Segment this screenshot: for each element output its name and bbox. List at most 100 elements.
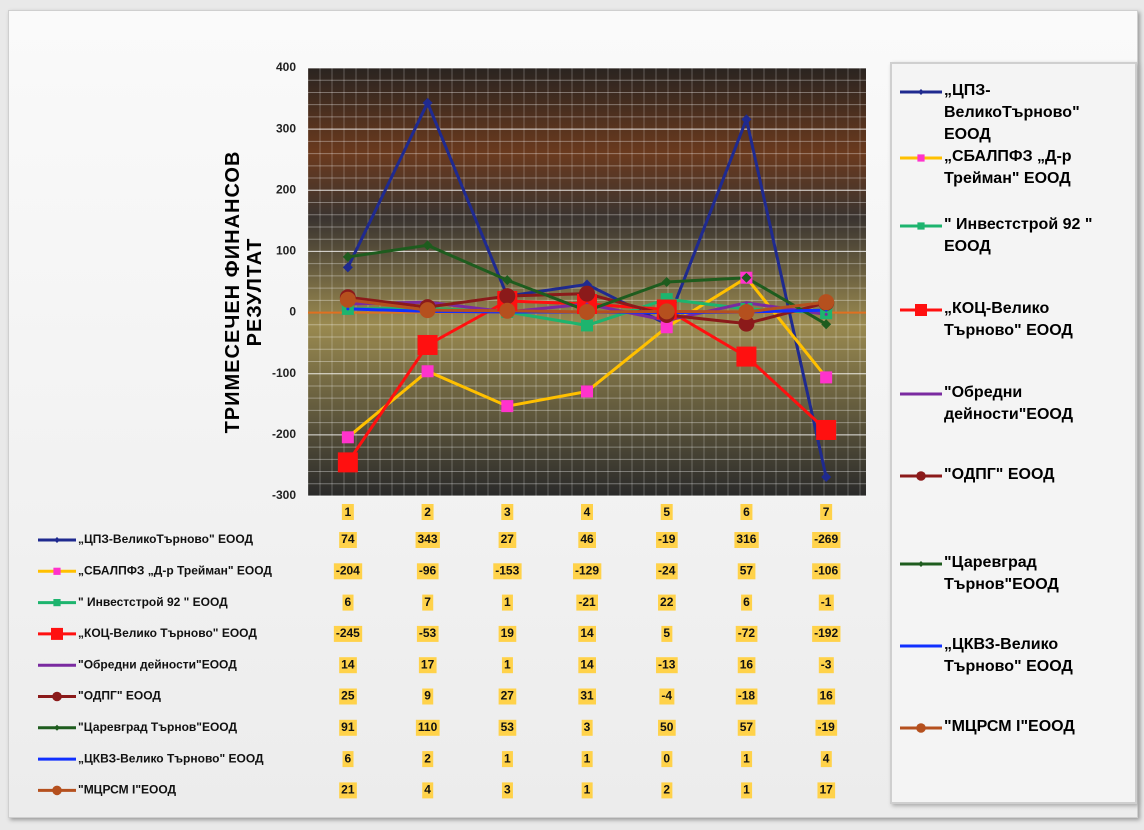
cell-highlight	[660, 504, 673, 520]
y-tick-label: 400	[276, 60, 296, 74]
table-value: 316	[736, 532, 756, 546]
table-value: 74	[341, 532, 355, 546]
marker	[499, 288, 516, 305]
marker	[738, 315, 755, 332]
cell-highlight	[812, 625, 841, 642]
table-value: -53	[419, 626, 437, 640]
table-value: 110	[418, 720, 438, 734]
table-value: 7	[424, 595, 431, 609]
cell-highlight	[498, 625, 517, 642]
table-row: "МЦРСМ I"ЕООД 21 4 3 1 2 1 17	[38, 782, 836, 799]
marker	[417, 334, 438, 355]
table-value: -19	[817, 720, 835, 734]
row-label: „КОЦ-Велико Търново" ЕООД	[78, 626, 257, 640]
table-value: -3	[821, 657, 832, 671]
marker	[337, 452, 358, 473]
cell-highlight	[581, 782, 593, 799]
cell-highlight	[820, 751, 832, 768]
marker	[738, 303, 755, 320]
marker	[820, 371, 833, 384]
table-value: -4	[661, 689, 672, 703]
table-value: -1	[821, 595, 832, 609]
cell-highlight	[656, 563, 678, 580]
table-value: 17	[819, 783, 833, 797]
cell-highlight	[735, 688, 758, 705]
cell-highlight	[501, 657, 513, 674]
table-value: -269	[814, 532, 838, 546]
category-label: 3	[504, 505, 511, 519]
row-label: "ОДПГ" ЕООД	[78, 689, 161, 703]
marker	[342, 251, 353, 262]
cell-highlight	[339, 782, 357, 799]
table-value: 27	[501, 532, 515, 546]
table-value: 343	[418, 532, 438, 546]
table-value: 57	[740, 720, 754, 734]
table-value: 9	[424, 689, 431, 703]
legend-key	[900, 561, 942, 567]
table-value: 21	[341, 783, 355, 797]
table-value: 14	[580, 626, 594, 640]
marker	[917, 154, 925, 162]
table-value: 1	[504, 657, 511, 671]
legend-key	[900, 644, 942, 648]
table-value: -129	[575, 563, 599, 577]
table-value: -21	[578, 595, 596, 609]
table-value: 31	[580, 689, 594, 703]
cell-highlight	[422, 751, 434, 768]
y-tick-label: -200	[272, 427, 296, 441]
table-value: 53	[501, 720, 515, 734]
marker	[52, 691, 62, 702]
marker	[915, 304, 927, 316]
cell-highlight	[656, 532, 678, 548]
legend-key	[900, 471, 942, 481]
marker	[916, 471, 926, 481]
legend-key	[900, 723, 942, 733]
row-label: "Обредни дейности"ЕООД	[78, 657, 237, 671]
table-value: -13	[658, 657, 676, 671]
cell-highlight	[342, 594, 354, 611]
category-label: 2	[424, 505, 431, 519]
cell-highlight	[339, 657, 357, 674]
marker	[502, 275, 513, 286]
marker	[52, 785, 62, 796]
table-row: "Царевград Търнов"ЕООД 91 110 53 3 50 57 -19	[38, 719, 838, 736]
marker	[54, 724, 60, 731]
cell-highlight	[658, 594, 676, 611]
table-value: 4	[424, 783, 431, 797]
table-value: 50	[660, 720, 674, 734]
legend-item: „СБАЛПФЗ „Д-р Трейман" ЕООД	[898, 146, 1128, 190]
cell-highlight	[341, 504, 354, 520]
cell-highlight	[415, 532, 440, 548]
table-value: 16	[740, 657, 754, 671]
marker	[821, 472, 832, 483]
table-value: 1	[584, 751, 591, 765]
cell-highlight	[659, 688, 675, 705]
cell-highlight	[817, 688, 836, 705]
legend-key	[900, 392, 942, 396]
cell-highlight	[339, 688, 357, 705]
marker	[661, 277, 672, 287]
marker	[53, 567, 61, 575]
legend-label: „ЦКВЗ-Велико Търново" ЕООД	[944, 636, 1073, 675]
table-value: 46	[580, 532, 594, 546]
legend-label: "ОДПГ" ЕООД	[944, 466, 1055, 483]
cell-highlight	[817, 782, 836, 799]
table-value: -18	[738, 689, 756, 703]
cell-highlight	[812, 532, 841, 548]
table-value: 6	[345, 751, 352, 765]
cell-highlight	[501, 782, 513, 799]
category-label: 6	[743, 505, 750, 519]
marker	[53, 599, 61, 607]
marker	[741, 114, 752, 125]
cell-highlight	[415, 719, 440, 736]
y-tick-label: 0	[289, 305, 296, 319]
table-value: -19	[658, 532, 676, 546]
category-label: 1	[345, 505, 352, 519]
cell-highlight	[741, 782, 753, 799]
marker	[818, 294, 835, 311]
marker	[51, 627, 63, 640]
marker	[581, 319, 593, 332]
marker	[579, 303, 595, 320]
table-value: -204	[336, 563, 360, 577]
y-tick-label: 200	[276, 182, 296, 196]
